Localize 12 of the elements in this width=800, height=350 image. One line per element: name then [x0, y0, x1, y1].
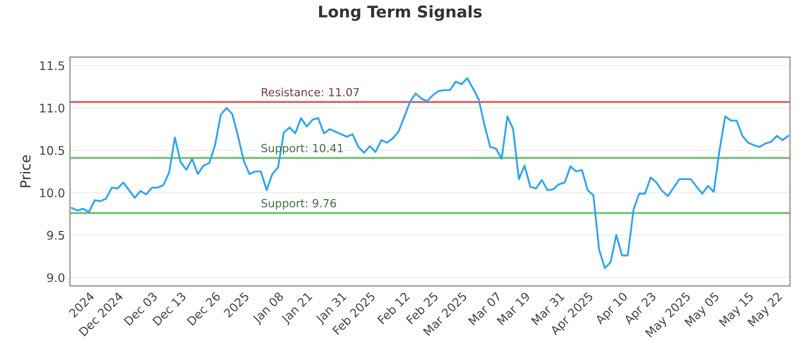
y-axis-title: Price [20, 155, 31, 188]
y-tick-label: 10.5 [40, 146, 64, 155]
y-tick-label: 9.5 [47, 230, 64, 240]
chart-title: Long Term Signals [319, 5, 482, 21]
ref-line-label: Support: 9.76 [262, 199, 336, 210]
line-series [70, 77, 790, 270]
x-tick-label: Dec 26 [186, 291, 221, 326]
y-tick-label: 11.0 [40, 104, 64, 113]
y-tick-label: 9.0 [47, 273, 64, 282]
ref-line-label: Resistance: 11.07 [262, 88, 359, 96]
y-tick-label: 11.5 [40, 61, 64, 70]
y-tick-label: 10.0 [40, 188, 64, 198]
